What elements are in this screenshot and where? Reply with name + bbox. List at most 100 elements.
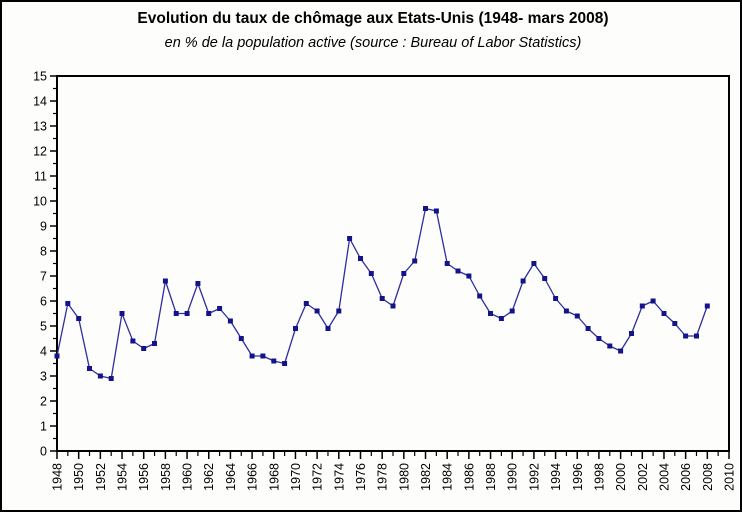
data-point	[509, 308, 515, 314]
x-tick-label: 1988	[484, 463, 498, 491]
data-point	[542, 276, 548, 281]
data-point	[639, 303, 645, 309]
x-tick-label: 1986	[462, 463, 476, 491]
x-tick-label: 1996	[571, 463, 585, 491]
x-tick-label: 1976	[354, 463, 368, 491]
y-tick-label: 5	[40, 320, 47, 334]
data-point	[54, 353, 60, 359]
x-tick-label: 2010	[723, 463, 737, 491]
data-point	[585, 326, 591, 331]
data-point	[574, 313, 580, 319]
data-line	[56, 207, 708, 380]
y-tick-label: 15	[33, 70, 47, 84]
data-point	[184, 311, 190, 316]
data-point	[694, 333, 699, 339]
x-tick-label: 1998	[592, 463, 606, 491]
y-tick-label: 10	[33, 195, 47, 209]
data-point	[130, 338, 136, 344]
data-point	[488, 311, 493, 316]
y-tick-label: 6	[40, 295, 47, 309]
data-point	[249, 353, 255, 359]
y-tick-label: 0	[40, 445, 47, 459]
data-point	[227, 318, 233, 324]
x-tick-label: 2004	[657, 463, 671, 491]
data-point	[412, 258, 418, 264]
data-point	[596, 336, 602, 341]
data-point	[629, 331, 634, 336]
data-point	[704, 303, 710, 309]
x-tick-label: 1992	[527, 463, 541, 491]
data-point	[152, 341, 157, 346]
data-point	[97, 373, 103, 379]
data-point	[466, 273, 472, 279]
data-point	[444, 261, 450, 266]
x-tick-label: 1990	[506, 463, 520, 491]
x-tick-label: 1978	[376, 463, 390, 491]
data-point	[477, 293, 483, 299]
data-point	[358, 256, 363, 261]
data-point	[141, 346, 147, 351]
x-tick-label: 1960	[181, 463, 195, 491]
data-point	[162, 278, 168, 284]
data-point	[531, 261, 537, 266]
y-tick-label: 9	[40, 220, 47, 234]
data-point	[607, 343, 613, 349]
x-tick-label: 1974	[332, 463, 346, 491]
data-point	[173, 311, 179, 316]
x-tick-label: 1962	[202, 463, 216, 491]
x-tick-label: 1982	[419, 463, 433, 491]
chart-subtitle: en % de la population active (source : B…	[164, 35, 582, 51]
data-point	[661, 311, 667, 316]
data-point	[76, 316, 82, 321]
data-point	[293, 326, 298, 331]
x-tick-label: 1954	[116, 463, 130, 491]
data-point	[303, 301, 309, 306]
x-tick-label: 1972	[311, 463, 325, 491]
y-tick-label: 2	[40, 395, 47, 409]
y-tick-label: 14	[33, 95, 47, 109]
x-tick-label: 1958	[159, 463, 173, 491]
data-point	[260, 353, 266, 359]
x-tick-label: 2000	[614, 463, 628, 491]
y-tick-label: 1	[40, 420, 47, 434]
data-point	[368, 271, 374, 276]
data-point	[401, 271, 407, 276]
x-tick-label: 1964	[224, 463, 238, 491]
x-tick-label: 1984	[441, 463, 455, 491]
y-tick-label: 13	[33, 120, 47, 134]
y-tick-label: 3	[40, 370, 47, 384]
data-point	[325, 326, 331, 331]
y-tick-label: 11	[34, 170, 47, 184]
data-point	[423, 206, 428, 211]
y-tick-label: 8	[40, 245, 47, 259]
data-point	[433, 208, 439, 214]
y-tick-label: 7	[40, 270, 47, 284]
data-point	[563, 308, 569, 314]
x-tick-label: 2008	[701, 463, 715, 491]
data-point	[195, 281, 201, 286]
x-tick-label: 1968	[267, 463, 281, 491]
chart-title: Evolution du taux de chômage aux Etats-U…	[137, 10, 609, 27]
data-point	[672, 321, 678, 326]
data-point	[336, 308, 342, 314]
data-point	[217, 306, 223, 311]
y-tick-label: 12	[33, 145, 47, 159]
data-point	[65, 301, 71, 306]
data-point	[119, 311, 125, 316]
data-point	[390, 303, 396, 309]
data-point	[238, 336, 244, 341]
x-tick-label: 1970	[289, 463, 303, 491]
data-point	[108, 376, 114, 381]
x-tick-label: 1950	[72, 463, 86, 491]
data-point	[87, 366, 92, 371]
plot-border	[56, 75, 730, 452]
x-tick-label: 1956	[137, 463, 151, 491]
x-tick-label: 2002	[636, 463, 650, 491]
x-tick-label: 1980	[397, 463, 411, 491]
data-point	[455, 268, 461, 274]
data-point	[271, 358, 277, 364]
data-point	[553, 296, 559, 301]
x-tick-label: 2006	[679, 463, 693, 491]
